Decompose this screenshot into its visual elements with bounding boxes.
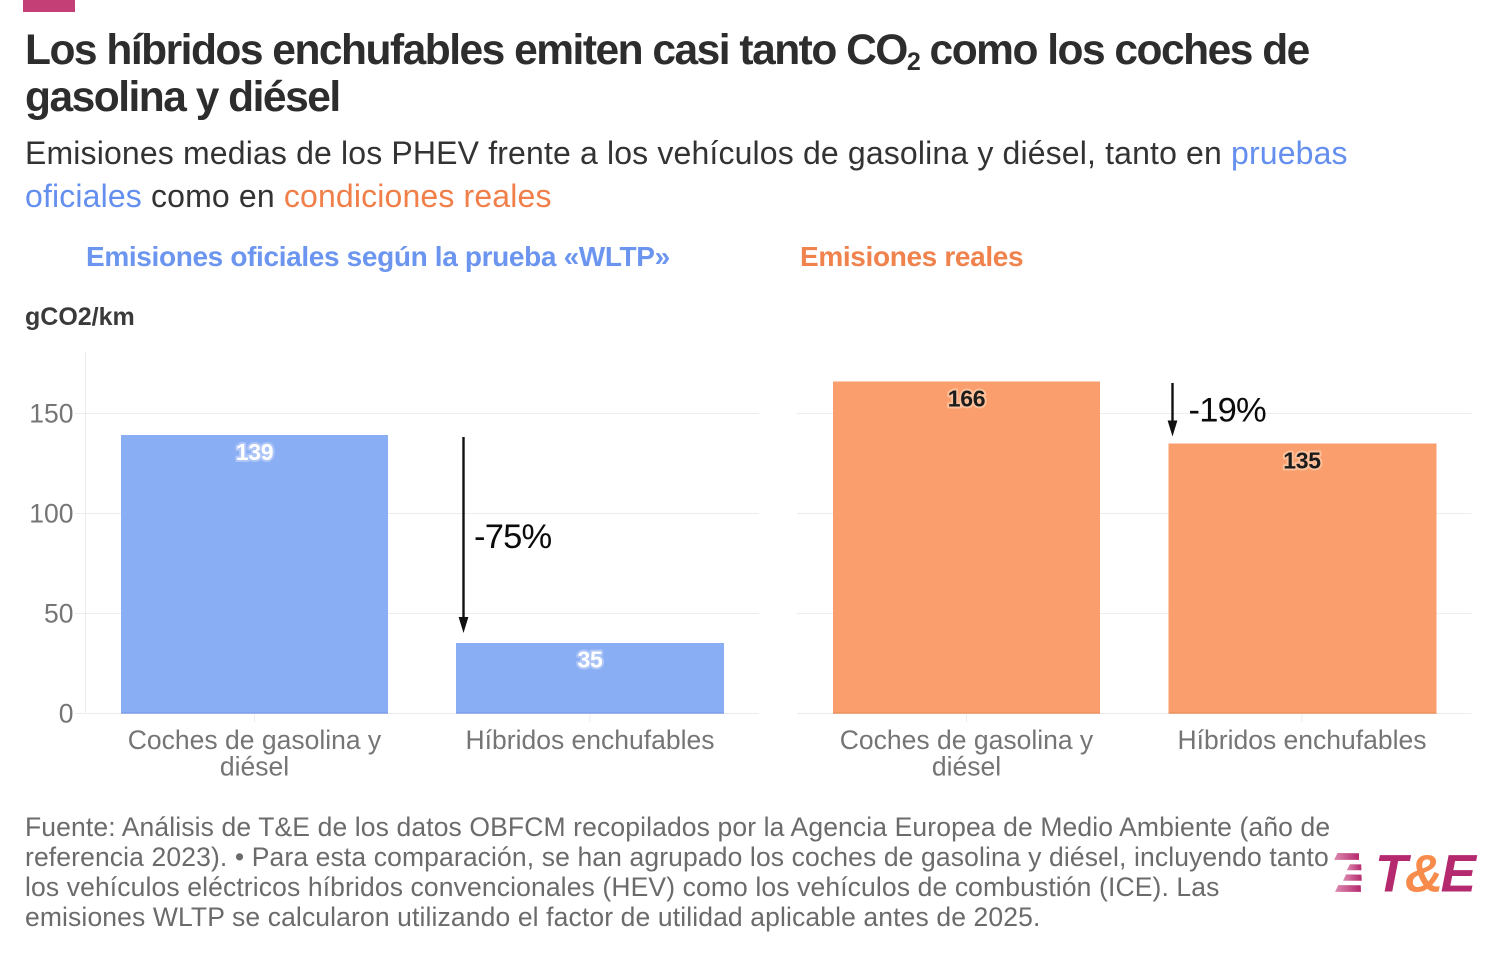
svg-text:166: 166 [948, 386, 985, 412]
svg-text:Híbridos enchufables: Híbridos enchufables [466, 725, 715, 755]
svg-text:139: 139 [236, 439, 273, 465]
svg-text:150: 150 [29, 399, 73, 429]
svg-text:100: 100 [29, 499, 73, 529]
svg-text:T&E: T&E [1375, 845, 1478, 900]
svg-text:Coches de gasolina y: Coches de gasolina y [840, 725, 1094, 755]
svg-text:diésel: diésel [220, 752, 289, 782]
svg-text:-75%: -75% [474, 518, 551, 556]
svg-text:35: 35 [578, 647, 603, 673]
svg-text:diésel: diésel [932, 752, 1001, 782]
svg-text:135: 135 [1283, 448, 1321, 474]
svg-text:Híbridos enchufables: Híbridos enchufables [1178, 725, 1427, 755]
svg-text:-19%: -19% [1189, 392, 1266, 430]
svg-text:0: 0 [59, 699, 74, 729]
svg-text:Coches de gasolina y: Coches de gasolina y [128, 725, 382, 755]
svg-text:50: 50 [44, 599, 73, 629]
